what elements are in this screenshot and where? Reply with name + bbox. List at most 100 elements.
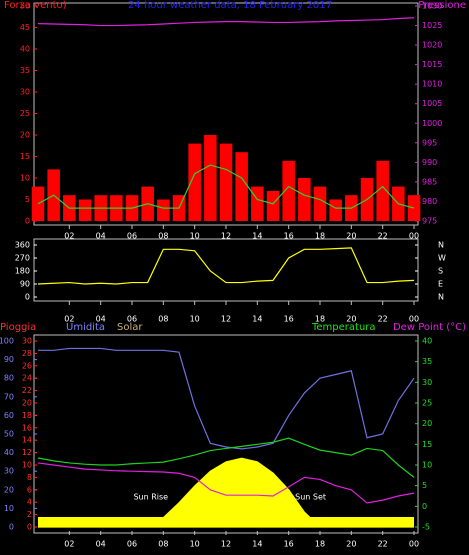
x-tick-label: 14 xyxy=(252,232,262,241)
x-tick-label: 04 xyxy=(96,540,106,549)
line xyxy=(37,462,415,504)
y-tick-label: 0 xyxy=(422,502,427,511)
y-tick-label: 18 xyxy=(22,411,32,420)
x-tick-label: 14 xyxy=(252,315,262,324)
x-tick-label: 12 xyxy=(221,540,231,549)
x-tick-label: 04 xyxy=(96,232,106,241)
y-tick-label: 995 xyxy=(422,138,437,147)
y-tick-label: 20 xyxy=(20,131,30,140)
y-tick-label: 6 xyxy=(27,485,32,494)
y-tick-label: 80 xyxy=(4,374,14,383)
y-tick-label: 20 xyxy=(4,485,14,494)
x-tick-label: 14 xyxy=(252,540,262,549)
y-tick-label: 360 xyxy=(15,241,30,250)
x-tick-label: 02 xyxy=(64,315,74,324)
y-tick-label: 15 xyxy=(422,440,432,449)
y3-axis-label: Pioggia xyxy=(0,322,36,333)
y-tick-label: 14 xyxy=(22,436,32,445)
x-tick-label: 22 xyxy=(378,315,388,324)
x-tick-label: 08 xyxy=(158,232,168,241)
y-tick-label: 22 xyxy=(22,386,32,395)
y-tick-label: 35 xyxy=(20,66,30,75)
y-tick-label: 5 xyxy=(25,195,30,204)
y-tick-label: 16 xyxy=(22,423,32,432)
x-tick-label: 22 xyxy=(378,540,388,549)
y-tick-label: 10 xyxy=(422,461,432,470)
y-tick-label: 30 xyxy=(20,88,30,97)
line xyxy=(37,437,415,478)
x-tick-label: 06 xyxy=(127,232,137,241)
bar xyxy=(376,160,389,221)
bar xyxy=(298,178,311,221)
x-tick-label: 16 xyxy=(284,232,294,241)
y-tick-label: 30 xyxy=(22,337,32,346)
solar-label: Solar xyxy=(117,322,143,333)
y-tick-label: 30 xyxy=(422,378,432,387)
x-tick-label: 04 xyxy=(96,315,106,324)
y-tick-label: 10 xyxy=(20,174,30,183)
bar xyxy=(204,135,217,221)
x-tick-label: 08 xyxy=(158,315,168,324)
y-tick-label: 40 xyxy=(4,448,14,457)
y-axis-label: Umidita xyxy=(66,322,105,333)
bar xyxy=(188,143,201,221)
y-tick-label: 12 xyxy=(22,448,32,457)
bar xyxy=(313,186,327,221)
y-tick-label: 985 xyxy=(422,177,437,186)
x-tick-label: 12 xyxy=(221,315,231,324)
line xyxy=(37,17,415,27)
y-tick-label: 45 xyxy=(20,23,30,32)
x-tick-label: 00 xyxy=(409,232,419,241)
x-tick-label: 08 xyxy=(158,540,168,549)
y-tick-label: 26 xyxy=(22,361,32,370)
y-tick-label: E xyxy=(438,280,443,289)
y-tick-label: 975 xyxy=(422,217,437,226)
x-tick-label: 06 xyxy=(127,540,137,549)
x-tick-label: 10 xyxy=(190,315,200,324)
y-tick-label: 1010 xyxy=(422,80,442,89)
x-tick-label: 18 xyxy=(315,315,325,324)
y-tick-label: 20 xyxy=(422,419,432,428)
y-tick-label: N xyxy=(438,241,444,250)
y-tick-label: 2 xyxy=(27,510,32,519)
y-tick-label: 180 xyxy=(15,267,30,276)
y-tick-label: 20 xyxy=(22,399,32,408)
x-tick-label: 18 xyxy=(315,540,325,549)
y-tick-label: 25 xyxy=(422,399,432,408)
y-tick-label: 50 xyxy=(4,430,14,439)
bar xyxy=(266,190,280,221)
bar xyxy=(78,199,92,221)
x-tick-label: 16 xyxy=(284,540,294,549)
y-tick-label: 0 xyxy=(25,293,30,302)
y-tick-label: 1020 xyxy=(422,41,442,50)
bar xyxy=(251,186,264,221)
dew-label: Dew Point (°C) xyxy=(393,322,466,333)
y-tick-label: 30 xyxy=(4,467,14,476)
y-tick-label: 100 xyxy=(0,337,14,346)
y-tick-label: 40 xyxy=(422,337,432,346)
x-tick-label: 02 xyxy=(64,540,74,549)
y-tick-label: 0 xyxy=(9,523,14,532)
y-tick-label: 10 xyxy=(22,461,32,470)
y-tick-label: 1030 xyxy=(422,2,442,11)
y-tick-label: 24 xyxy=(22,374,32,383)
area xyxy=(38,457,414,528)
y2-axis-label: Pressione xyxy=(418,0,466,11)
y2-axis-label: Temperatura xyxy=(311,322,376,333)
y-tick-label: 15 xyxy=(20,152,30,161)
x-tick-label: 10 xyxy=(190,540,200,549)
x-tick-label: 18 xyxy=(315,232,325,241)
x-tick-label: 00 xyxy=(409,540,419,549)
line xyxy=(38,347,415,450)
y-tick-label: W xyxy=(438,254,446,263)
y-tick-label: 270 xyxy=(15,254,30,263)
x-tick-label: 20 xyxy=(346,315,356,324)
y-tick-label: 4 xyxy=(27,498,32,507)
y-tick-label: S xyxy=(438,267,443,276)
chart-title: 24 hour weather data, 18 February 2017 xyxy=(128,0,332,11)
y-tick-label: N xyxy=(438,293,444,302)
x-tick-label: 06 xyxy=(127,315,137,324)
annotation: Sun Set xyxy=(295,493,326,502)
y-tick-label: 50 xyxy=(20,2,30,11)
